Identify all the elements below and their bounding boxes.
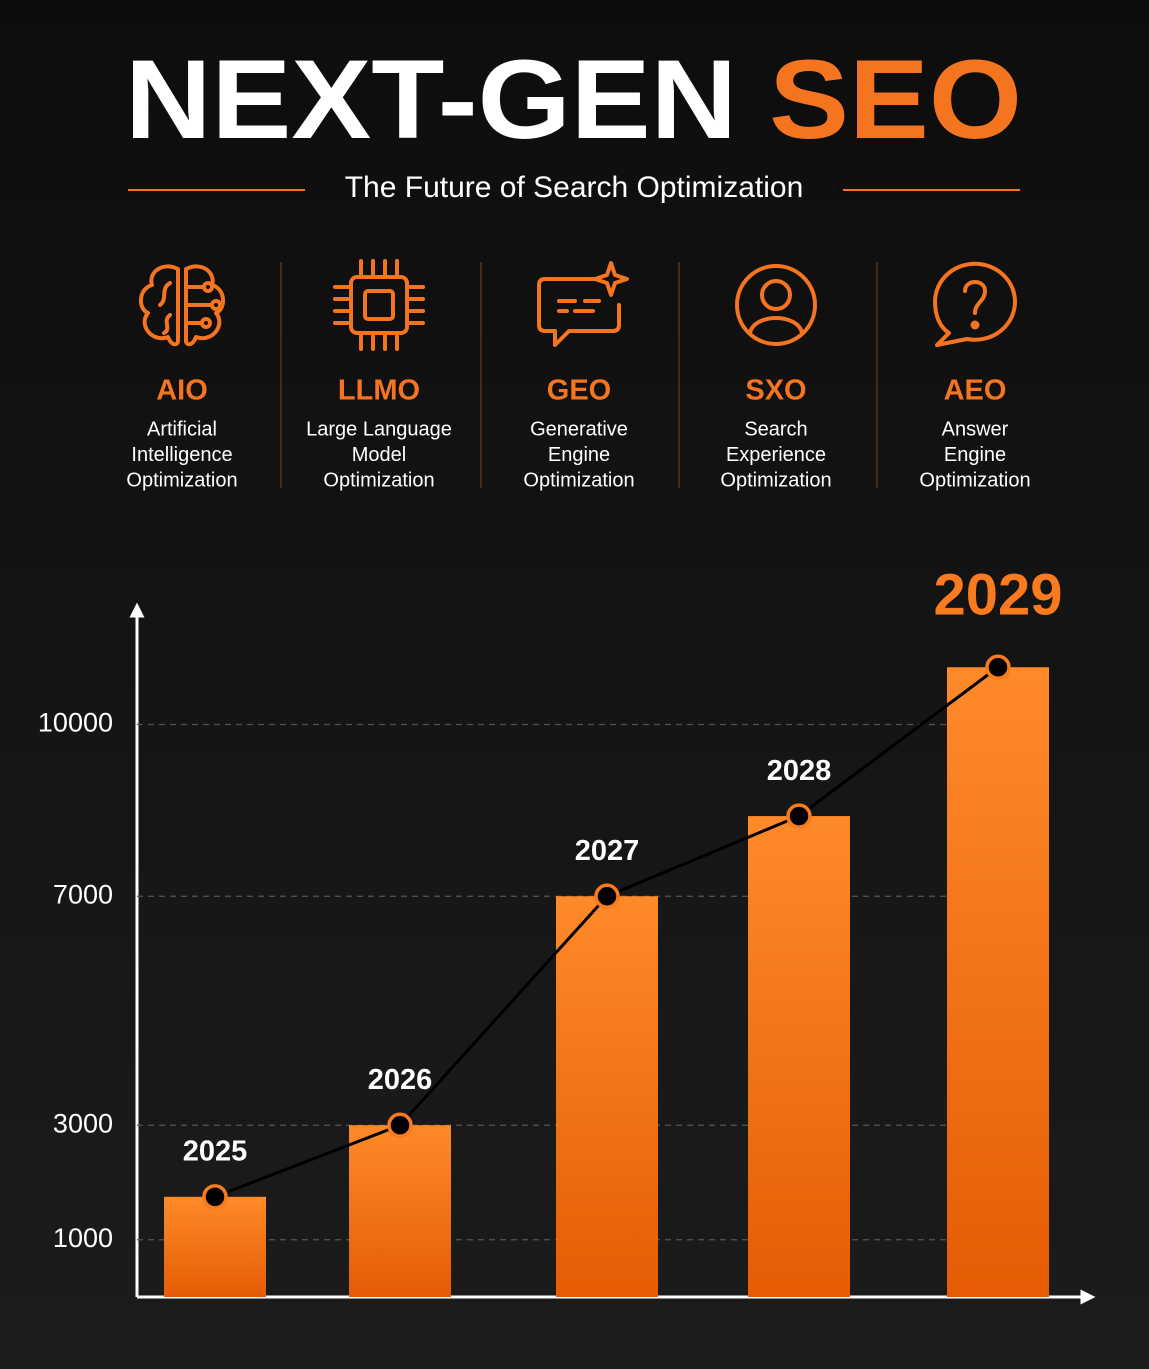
pillar-description: Large Language <box>306 418 452 440</box>
chat-icon <box>537 261 629 347</box>
dividers <box>280 262 878 488</box>
trend-point <box>202 1184 228 1210</box>
title-accent: SEO <box>769 37 1022 162</box>
subtitle: The Future of Search Optimization <box>345 171 804 204</box>
question-icon <box>933 261 1017 347</box>
title-part: NEXT-GEN <box>125 37 737 162</box>
pillar-description: Model <box>352 444 406 466</box>
year-label: 2025 <box>183 1135 248 1167</box>
chip-icon <box>333 259 425 351</box>
bar <box>947 667 1049 1297</box>
bar <box>164 1196 266 1297</box>
pillar-description: Optimization <box>919 469 1030 491</box>
pillar-description: Experience <box>726 444 826 466</box>
pillar-description: Optimization <box>126 469 237 491</box>
pillar-description: Intelligence <box>131 444 232 466</box>
title: NEXT-GEN SEO <box>125 37 1022 162</box>
y-tick-label: 7000 <box>53 879 113 909</box>
pillar-acronym: LLMO <box>338 375 420 407</box>
pillar-description: Engine <box>944 444 1006 466</box>
brain-icon <box>139 264 225 347</box>
pillar-description: Optimization <box>523 469 634 491</box>
pillar-description: Artificial <box>147 418 217 440</box>
pillar-description: Answer <box>942 418 1009 440</box>
pillar-description: Engine <box>548 444 610 466</box>
year-label: 2027 <box>575 835 640 867</box>
trend-point <box>387 1112 413 1138</box>
pillar-description: Search <box>744 418 807 440</box>
trend-point <box>594 883 620 909</box>
pillar-acronym: AIO <box>156 375 208 407</box>
trend-point <box>985 654 1011 680</box>
pillar-description: Generative <box>530 418 628 440</box>
year-label: 2029 <box>933 563 1062 628</box>
trend-point <box>786 803 812 829</box>
bar <box>556 896 658 1297</box>
y-tick-label: 10000 <box>38 708 113 738</box>
pillar-acronym: AEO <box>944 375 1007 407</box>
y-tick-label: 1000 <box>53 1223 113 1253</box>
pillar-description: Optimization <box>323 469 434 491</box>
pillar-acronym: GEO <box>547 375 611 407</box>
bar <box>748 816 850 1297</box>
year-label: 2026 <box>368 1064 433 1096</box>
pillar-description: Optimization <box>720 469 831 491</box>
pillar-acronym: SXO <box>745 375 806 407</box>
bar <box>349 1125 451 1297</box>
user-icon <box>735 264 817 346</box>
year-label: 2028 <box>767 755 832 787</box>
y-tick-label: 3000 <box>53 1108 113 1138</box>
